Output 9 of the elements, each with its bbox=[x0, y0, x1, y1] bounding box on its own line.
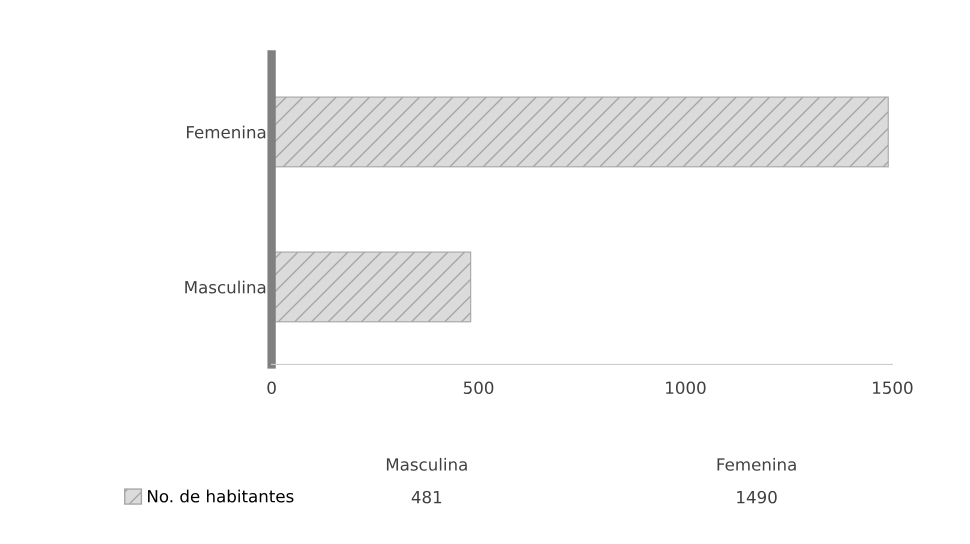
x-tick-label: 0 bbox=[267, 381, 276, 394]
text: Masculina bbox=[386, 458, 467, 471]
legend-label: No. de habitantes bbox=[148, 490, 294, 503]
text: Femenina bbox=[718, 458, 796, 471]
text: 481 bbox=[412, 490, 442, 504]
x-tick-label: 1500 bbox=[873, 381, 912, 394]
x-tick-label: 500 bbox=[464, 381, 494, 394]
x-tick-label: 1000 bbox=[666, 381, 706, 394]
text: 1490 bbox=[737, 490, 777, 504]
